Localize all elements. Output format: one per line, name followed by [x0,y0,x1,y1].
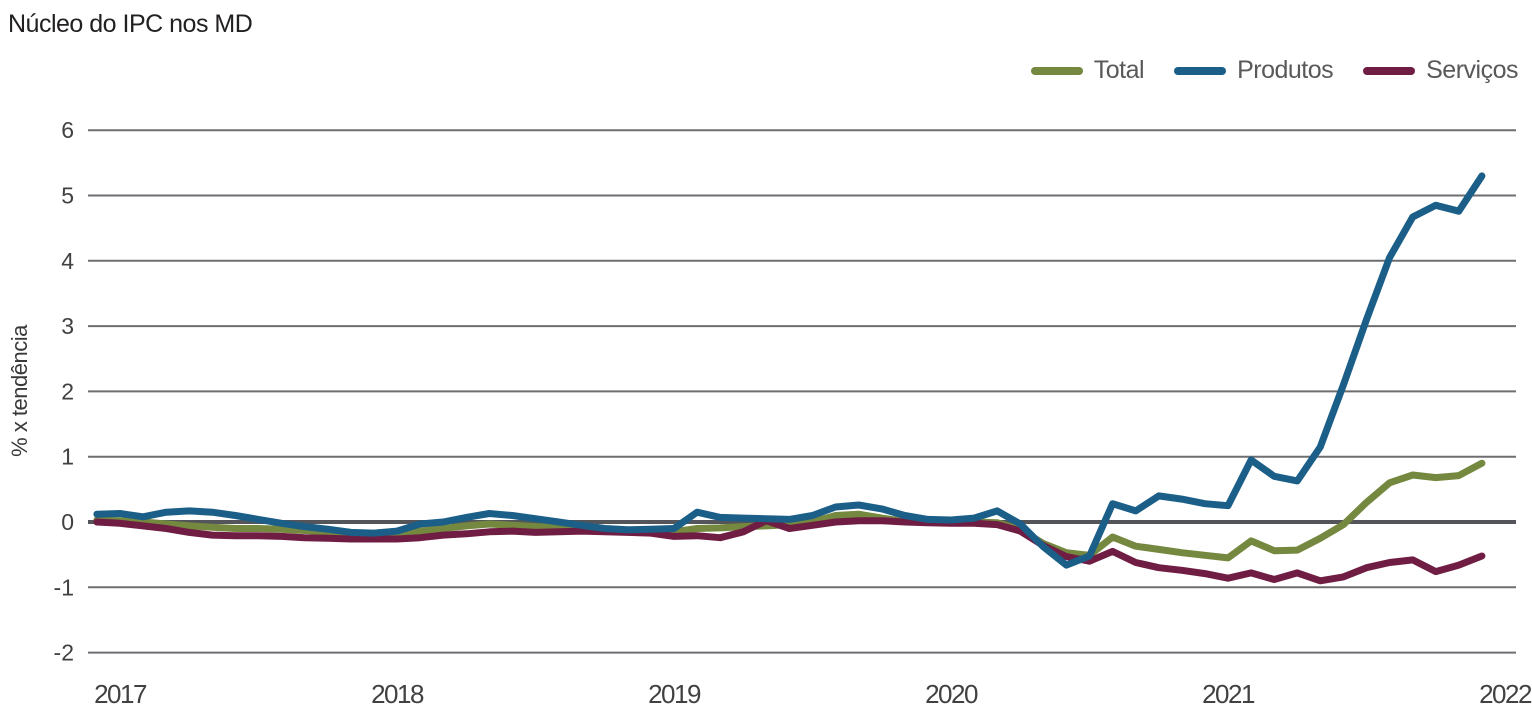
y-tick-label-5: 5 [61,183,74,209]
legend: Total Produtos Serviços [1030,56,1518,85]
x-tick-label-2021: 2021 [1202,679,1255,709]
legend-item-produtos: Produtos [1174,56,1334,85]
y-tick-label-4: 4 [61,248,74,274]
y-tick-label-2: 2 [61,378,74,404]
series-line-servicos [93,517,1486,585]
legend-label-produtos: Produtos [1237,56,1334,84]
legend-item-servicos: Serviços [1363,56,1518,85]
x-tick-label-2020: 2020 [925,679,978,709]
y-tick-label-3: 3 [61,313,74,339]
legend-swatch-servicos [1363,66,1416,75]
legend-swatch-total [1030,66,1083,75]
y-tick-label-1: 1 [61,444,74,470]
legend-label-total: Total [1093,56,1145,84]
series-line-produtos [93,172,1486,569]
x-tick-label-2019: 2019 [648,679,701,709]
y-tick-label--2: -2 [54,640,74,666]
y-tick-label-0: 0 [61,509,74,535]
x-tick-label-2017: 2017 [94,679,147,709]
y-tick-label-6: 6 [61,117,74,143]
legend-swatch-produtos [1174,66,1227,75]
chart-title: Núcleo do IPC nos MD [8,10,253,38]
legend-item-total: Total [1030,56,1145,85]
legend-label-servicos: Serviços [1426,56,1518,84]
y-tick-label--1: -1 [54,574,74,600]
x-tick-label-2018: 2018 [371,679,424,709]
x-tick-label-2022: 2022 [1479,679,1532,709]
